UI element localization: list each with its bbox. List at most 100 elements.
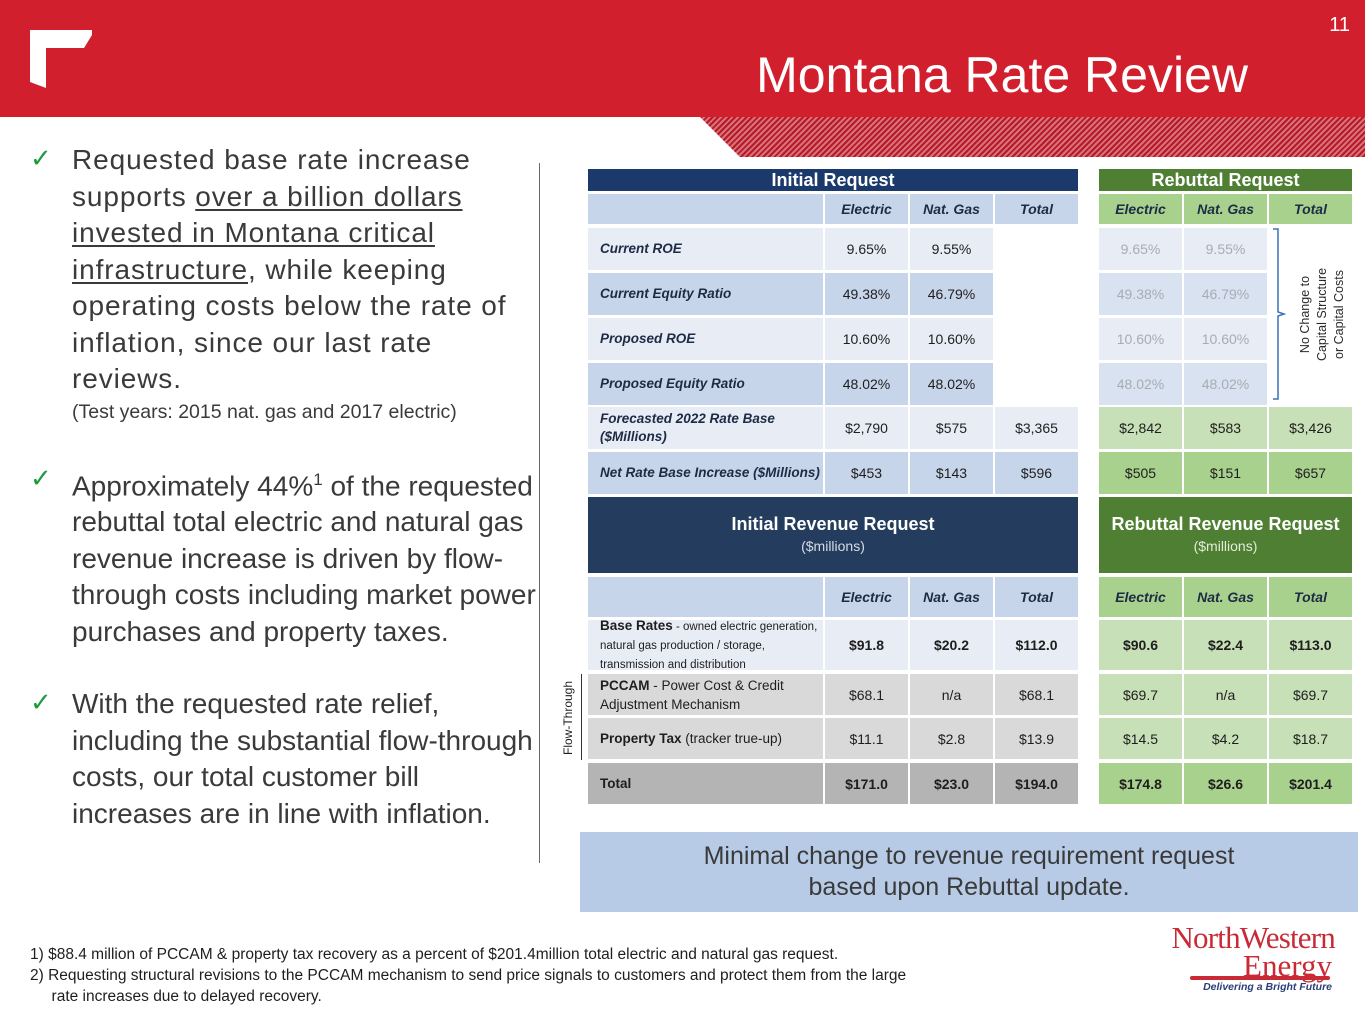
row-label: Current Equity Ratio (588, 273, 823, 315)
rebuttal-value-cell: 10.60% (1184, 318, 1267, 360)
callout-line-1: Minimal change to revenue requirement re… (703, 842, 1235, 870)
initial-value-cell: $3,365 (995, 407, 1078, 449)
rebuttal-revenue-value: n/a (1184, 674, 1267, 715)
northwestern-energy-logo: NorthWestern Energy Delivering a Bright … (1171, 920, 1335, 993)
initial-value-cell (995, 273, 1078, 315)
logo-swoosh-icon (1190, 976, 1330, 980)
revenue-row-label: Base Rates - owned electric generation, … (588, 620, 823, 670)
initial-value-cell: 10.60% (825, 318, 908, 360)
no-change-note: No Change to Capital Structure or Capita… (1298, 267, 1347, 361)
initial-revenue-value: $68.1 (995, 674, 1078, 715)
initial-revenue-value: $112.0 (995, 620, 1078, 670)
rebuttal-value-cell: $505 (1099, 452, 1182, 494)
initial-revenue-col-header: Electric (825, 577, 908, 617)
initial-value-cell: $596 (995, 452, 1078, 494)
initial-value-cell (995, 318, 1078, 360)
footnotes: 1) $88.4 million of PCCAM & property tax… (30, 944, 906, 1007)
summary-callout: Minimal change to revenue requirement re… (580, 832, 1358, 912)
revenue-row-label: Total (588, 763, 823, 804)
initial-revenue-value: $23.0 (910, 763, 993, 804)
brace-icon (1273, 228, 1286, 400)
initial-value-cell: 46.79% (910, 273, 993, 315)
header-label-cell (588, 194, 823, 224)
initial-value-cell: $143 (910, 452, 993, 494)
revenue-row-label: Property Tax (tracker true-up) (588, 718, 823, 759)
rebuttal-value-cell: 10.60% (1099, 318, 1182, 360)
initial-revenue-value: $171.0 (825, 763, 908, 804)
rebuttal-revenue-col-header: Total (1269, 577, 1352, 617)
checkmark-icon: ✓ (30, 144, 52, 174)
flow-through-bracket (581, 674, 582, 760)
rate-table: Initial Request Rebuttal Request Electric E… (588, 169, 1352, 804)
rebuttal-value-cell: 9.55% (1184, 228, 1267, 270)
initial-revenue-value: $13.9 (995, 718, 1078, 759)
initial-revenue-value: $194.0 (995, 763, 1078, 804)
rebuttal-revenue-value: $18.7 (1269, 718, 1352, 759)
row-label: Forecasted 2022 Rate Base ($Millions) (588, 407, 823, 449)
rebuttal-value-cell: $151 (1184, 452, 1267, 494)
initial-col-header: Electric (825, 194, 908, 224)
rebuttal-revenue-value: $26.6 (1184, 763, 1267, 804)
divider (539, 163, 540, 863)
initial-request-title: Initial Request (588, 169, 1078, 191)
callout-line-2: based upon Rebuttal update. (808, 873, 1130, 901)
footnote-ref: 1 (313, 469, 323, 489)
rebuttal-value-cell: $3,426 (1269, 407, 1352, 449)
rebuttal-revenue-value: $201.4 (1269, 763, 1352, 804)
rebuttal-revenue-col-header: Nat. Gas (1184, 577, 1267, 617)
initial-revenue-title: Initial Revenue Request ($millions) (588, 497, 1078, 573)
bullet-item-1: ✓ Requested base rate increase supports … (30, 142, 540, 426)
revenue-header-label-cell (588, 577, 823, 617)
flow-through-label: Flow-Through (561, 680, 575, 755)
rebuttal-value-cell: 49.38% (1099, 273, 1182, 315)
row-label: Proposed Equity Ratio (588, 363, 823, 405)
rebuttal-value-cell: 48.02% (1184, 363, 1267, 405)
checkmark-icon: ✓ (30, 463, 52, 494)
checkmark-icon: ✓ (30, 688, 52, 719)
rebuttal-revenue-value: $69.7 (1269, 674, 1352, 715)
initial-value-cell: $575 (910, 407, 993, 449)
rebuttal-revenue-value: $69.7 (1099, 674, 1182, 715)
rebuttal-revenue-value: $14.5 (1099, 718, 1182, 759)
header-bar: 11 Montana Rate Review (0, 0, 1365, 117)
bullet-list: ✓ Requested base rate increase supports … (30, 142, 540, 868)
initial-revenue-value: $91.8 (825, 620, 908, 670)
rebuttal-request-title: Rebuttal Request (1099, 169, 1352, 191)
initial-value-cell: 48.02% (910, 363, 993, 405)
rebuttal-value-cell: $2,842 (1099, 407, 1182, 449)
bullet-1-text-start: Requested base rate increase supports (72, 144, 471, 212)
initial-revenue-value: $68.1 (825, 674, 908, 715)
bullet-item-3: ✓ With the requested rate relief, includ… (30, 686, 540, 832)
initial-value-cell (995, 363, 1078, 405)
initial-value-cell: 48.02% (825, 363, 908, 405)
initial-value-cell: 10.60% (910, 318, 993, 360)
revenue-row-label: PCCAM - Power Cost & Credit Adjustment M… (588, 674, 823, 715)
header-hatch-decoration (700, 117, 1365, 157)
bullet-1-text-end: , while keeping operating costs below th… (72, 253, 507, 395)
bullet-3-text: With the requested rate relief, includin… (72, 688, 533, 829)
initial-value-cell: 49.38% (825, 273, 908, 315)
bullet-2-text-start: Approximately 44% (72, 469, 314, 501)
initial-revenue-value: $11.1 (825, 718, 908, 759)
row-label: Current ROE (588, 228, 823, 270)
bullet-2-text-end: of the requested rebuttal total electric… (72, 469, 536, 647)
rebuttal-revenue-value: $22.4 (1184, 620, 1267, 670)
initial-revenue-col-header: Nat. Gas (910, 577, 993, 617)
initial-col-header: Nat. Gas (910, 194, 993, 224)
initial-revenue-col-header: Total (995, 577, 1078, 617)
initial-revenue-value: $2.8 (910, 718, 993, 759)
rebuttal-revenue-title: Rebuttal Revenue Request ($millions) (1099, 497, 1352, 573)
rebuttal-value-cell: 46.79% (1184, 273, 1267, 315)
page-number: 11 (1329, 14, 1350, 36)
initial-value-cell: 9.55% (910, 228, 993, 270)
footnote-1: 1) $88.4 million of PCCAM & property tax… (30, 946, 839, 963)
rebuttal-col-header: Electric (1099, 194, 1182, 224)
row-label: Proposed ROE (588, 318, 823, 360)
initial-value-cell: $2,790 (825, 407, 908, 449)
row-label: Net Rate Base Increase ($Millions) (588, 452, 823, 494)
rebuttal-value-cell: $657 (1269, 452, 1352, 494)
bullet-1-note: (Test years: 2015 nat. gas and 2017 elec… (72, 400, 457, 423)
footnote-2: 2) Requesting structural revisions to th… (30, 967, 907, 984)
rebuttal-revenue-value: $174.8 (1099, 763, 1182, 804)
rebuttal-revenue-value: $90.6 (1099, 620, 1182, 670)
